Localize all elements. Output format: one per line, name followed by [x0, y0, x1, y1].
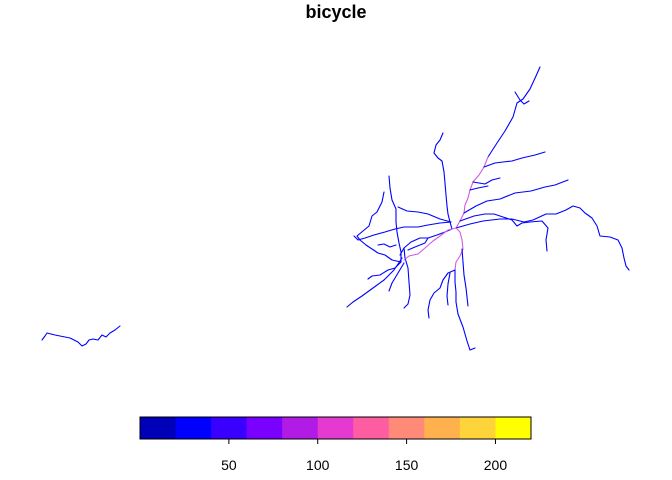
route-segment [463, 179, 569, 214]
legend-tick-label: 200 [484, 457, 508, 473]
route-segment [397, 206, 452, 223]
legend-swatch [211, 417, 248, 439]
route-segment [427, 269, 456, 319]
legend-tick-label: 50 [221, 457, 237, 473]
route-segment [446, 272, 451, 306]
route-segment [433, 132, 453, 230]
legend-tick-label: 150 [395, 457, 419, 473]
route-segment [487, 66, 541, 158]
legend-tick-label: 100 [306, 457, 330, 473]
route-segment [454, 227, 464, 271]
route-network [41, 66, 630, 351]
route-segment [459, 213, 549, 252]
legend-swatch [246, 417, 283, 439]
route-segment [353, 221, 452, 241]
map-title: bicycle [305, 2, 367, 22]
route-segment [455, 156, 489, 229]
route-segment [41, 325, 121, 347]
route-segment [346, 257, 403, 308]
route-segment [469, 185, 489, 191]
route-segment [407, 237, 429, 251]
route-segment [377, 243, 397, 248]
color-legend: 50 100 150 200 [139, 416, 532, 473]
legend-swatch [140, 417, 177, 439]
route-segment [403, 227, 457, 261]
route-segment [388, 175, 402, 263]
route-segment [388, 262, 405, 292]
route-segment [454, 269, 476, 351]
legend-swatch [175, 417, 212, 439]
route-segment [514, 91, 530, 105]
legend-swatch [282, 417, 319, 439]
route-segment [455, 205, 630, 271]
legend-swatch [424, 417, 461, 439]
route-segment [472, 177, 501, 185]
legend-swatch [353, 417, 390, 439]
route-segment [399, 228, 453, 256]
legend-frame [139, 416, 532, 440]
route-segment [403, 247, 411, 309]
legend-swatch [388, 417, 425, 439]
legend-swatch [495, 417, 532, 439]
legend-swatch [317, 417, 354, 439]
route-segment [483, 151, 546, 168]
legend-swatch [459, 417, 496, 439]
route-segment [356, 191, 402, 263]
route-segment [461, 248, 469, 307]
